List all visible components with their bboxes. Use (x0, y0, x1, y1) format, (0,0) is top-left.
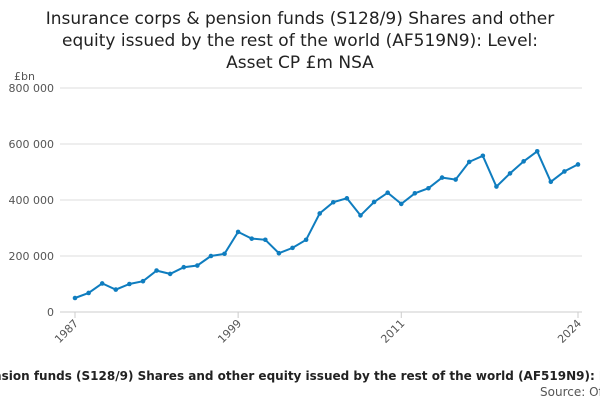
data-point (303, 237, 309, 243)
data-point (222, 251, 227, 257)
data-point (249, 236, 255, 241)
chart-title-line-3: Asset CP £m NSA (226, 53, 374, 73)
data-point (113, 287, 119, 292)
data-point (235, 229, 241, 235)
data-point (453, 177, 458, 182)
data-point (344, 196, 350, 201)
data-point (330, 199, 336, 205)
data-point (127, 281, 132, 287)
legend-entry: Insurance corps & pension funds (S128/9)… (0, 369, 600, 383)
data-point (276, 250, 282, 256)
data-point (507, 171, 513, 176)
data-point (426, 185, 431, 191)
data-point (290, 245, 295, 251)
y-axis-ticks: 0 200 000 400 000 600 000 800 000 (9, 82, 55, 319)
data-point (86, 290, 91, 296)
data-point (466, 159, 472, 165)
data-point (358, 213, 363, 218)
data-point (72, 295, 78, 301)
data-point (412, 190, 418, 196)
y-tick-label: 400 000 (9, 194, 55, 207)
x-axis-ticks: 1987 1999 2011 2024 (52, 312, 584, 346)
data-point (371, 199, 377, 205)
data-point (480, 153, 486, 159)
x-tick-label: 1987 (52, 317, 81, 346)
data-point (154, 268, 159, 273)
data-point (494, 184, 499, 189)
data-point (263, 237, 268, 243)
x-tick-label: 2011 (378, 317, 407, 346)
gridlines (60, 87, 582, 257)
data-point (439, 175, 445, 180)
data-point (181, 264, 187, 270)
data-point (385, 190, 390, 196)
data-point (562, 169, 567, 174)
y-tick-label: 800 000 (9, 82, 55, 95)
x-tick-label: 1999 (215, 317, 244, 346)
data-point (195, 263, 200, 268)
y-tick-label: 200 000 (9, 250, 55, 263)
data-point (575, 162, 581, 167)
data-point (317, 211, 323, 216)
source-note: Source: Office for National Statistics (540, 385, 600, 399)
y-tick-label: 0 (47, 306, 54, 319)
y-tick-label: 600 000 (9, 138, 55, 151)
data-point (521, 159, 526, 164)
data-point (140, 278, 146, 284)
data-point (167, 271, 173, 277)
data-point (99, 281, 105, 286)
x-tick-label: 2024 (555, 317, 584, 346)
data-point (534, 148, 540, 154)
y-axis-unit-label: £bn (14, 70, 35, 83)
chart-title-line-1: Insurance corps & pension funds (S128/9)… (46, 9, 554, 29)
data-point (548, 179, 554, 185)
chart-title-line-2: equity issued by the rest of the world (… (62, 31, 538, 51)
series-line (74, 149, 579, 299)
data-series (72, 148, 581, 301)
data-point (398, 201, 404, 207)
data-point (208, 253, 214, 259)
